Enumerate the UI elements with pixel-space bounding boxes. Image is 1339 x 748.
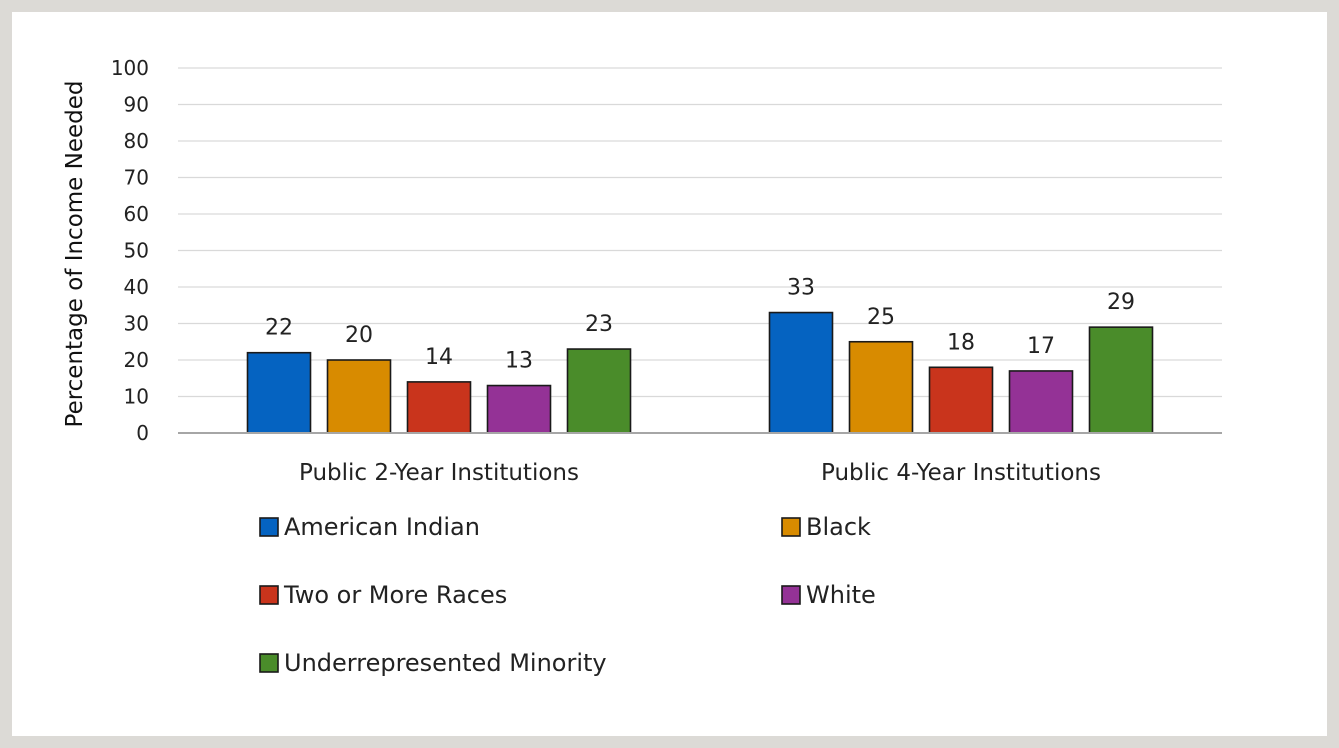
legend-swatch bbox=[259, 653, 279, 673]
y-axis-ticks: 0 10 20 30 40 50 60 70 80 90 100 bbox=[111, 56, 149, 445]
legend-label: Two or More Races bbox=[283, 581, 507, 609]
bars bbox=[246, 311, 1154, 434]
y-tick-label: 10 bbox=[124, 385, 149, 409]
legend-swatch bbox=[781, 585, 801, 605]
gridlines bbox=[178, 67, 1222, 398]
chart-panel: 0 10 20 30 40 50 60 70 80 90 100 22 20 14 13 23 33 25 18 1… bbox=[12, 12, 1327, 736]
bar-value-label: 20 bbox=[345, 323, 373, 348]
legend-label: American Indian bbox=[284, 513, 480, 541]
legend-item: Black bbox=[781, 513, 871, 541]
legend: American Indian Black Two or More Races Whi… bbox=[259, 513, 876, 677]
legend-item: American Indian bbox=[259, 513, 480, 541]
bar bbox=[326, 359, 392, 434]
y-tick-label: 90 bbox=[124, 93, 149, 117]
y-tick-label: 0 bbox=[136, 421, 149, 445]
bar-value-label: 29 bbox=[1107, 290, 1135, 315]
legend-label: White bbox=[806, 581, 876, 609]
y-tick-label: 30 bbox=[124, 312, 149, 336]
y-tick-label: 70 bbox=[124, 166, 149, 190]
bar-value-label: 33 bbox=[787, 276, 815, 301]
y-tick-label: 100 bbox=[111, 56, 149, 80]
bar-value-label: 17 bbox=[1027, 334, 1055, 359]
bar bbox=[1008, 370, 1074, 434]
bar-value-labels: 22 20 14 13 23 33 25 18 17 29 bbox=[265, 276, 1135, 374]
y-axis-title: Percentage of Income Needed bbox=[62, 81, 88, 428]
bar-value-label: 23 bbox=[585, 312, 613, 337]
bar-value-label: 14 bbox=[425, 345, 453, 370]
bar-value-label: 25 bbox=[867, 305, 895, 330]
category-label: Public 4-Year Institutions bbox=[821, 460, 1101, 486]
bar bbox=[848, 340, 914, 434]
legend-label: Underrepresented Minority bbox=[284, 649, 607, 677]
legend-item: White bbox=[781, 581, 876, 609]
legend-swatch bbox=[259, 517, 279, 537]
bar-chart: 0 10 20 30 40 50 60 70 80 90 100 22 20 14 13 23 33 25 18 1… bbox=[62, 56, 1222, 677]
y-tick-label: 80 bbox=[124, 129, 149, 153]
legend-label: Black bbox=[806, 513, 871, 541]
bar bbox=[1088, 326, 1154, 434]
bar-value-label: 18 bbox=[947, 330, 975, 355]
y-tick-label: 40 bbox=[124, 275, 149, 299]
legend-swatch bbox=[781, 517, 801, 537]
bar bbox=[486, 384, 552, 434]
bar-value-label: 22 bbox=[265, 316, 293, 341]
bar bbox=[928, 366, 994, 434]
y-tick-label: 50 bbox=[124, 239, 149, 263]
bar bbox=[406, 381, 472, 434]
bar bbox=[246, 351, 312, 434]
legend-item: Underrepresented Minority bbox=[259, 649, 607, 677]
y-tick-label: 20 bbox=[124, 348, 149, 372]
bar bbox=[566, 348, 632, 434]
bar bbox=[768, 311, 834, 434]
y-tick-label: 60 bbox=[124, 202, 149, 226]
legend-swatch bbox=[259, 585, 279, 605]
category-labels: Public 2-Year Institutions Public 4-Year … bbox=[299, 460, 1101, 486]
category-label: Public 2-Year Institutions bbox=[299, 460, 579, 486]
legend-item: Two or More Races bbox=[259, 581, 507, 609]
bar-value-label: 13 bbox=[505, 349, 533, 374]
